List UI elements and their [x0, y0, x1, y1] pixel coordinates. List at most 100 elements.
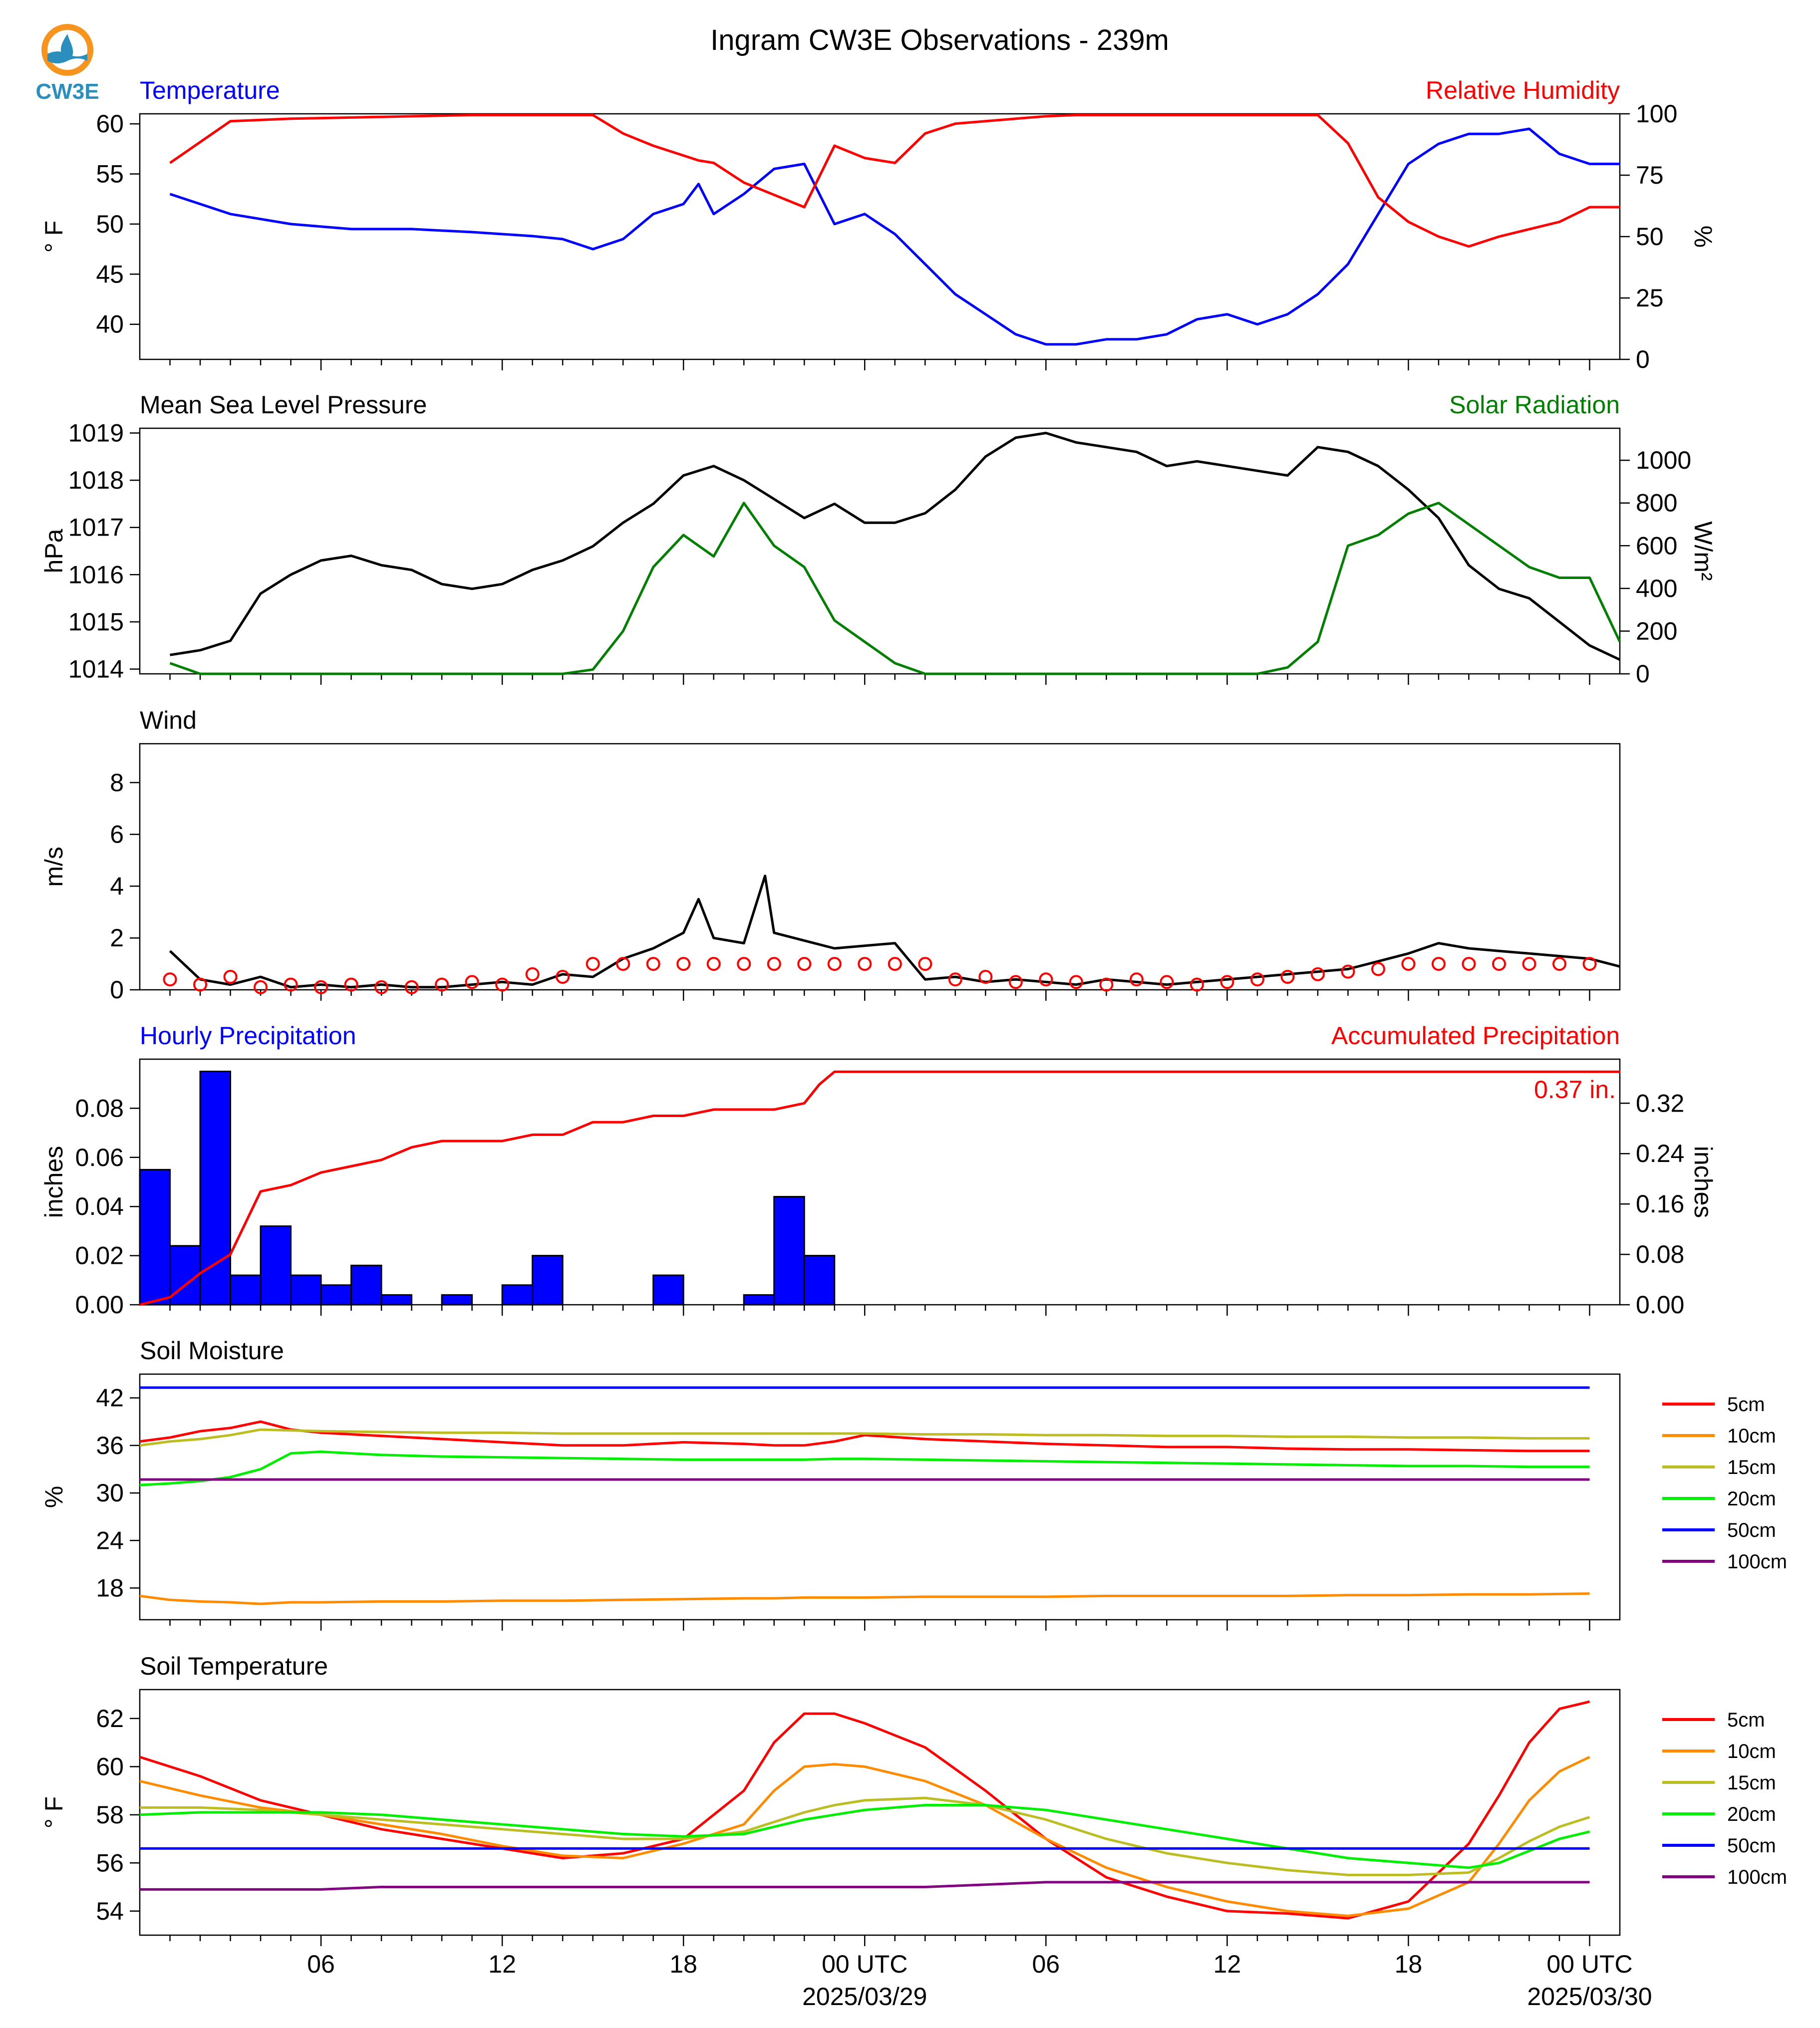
y-tick-label: 18 [96, 1574, 124, 1602]
legend-label-50cm: 50cm [1727, 1519, 1776, 1541]
y2-tick-label: 25 [1636, 284, 1664, 312]
wind-calm-marker [827, 957, 842, 971]
y-tick-label: 1019 [68, 419, 124, 447]
y2-tick-label: 200 [1636, 617, 1677, 645]
y-tick-label: 58 [96, 1801, 124, 1829]
series-relative-humidity [169, 114, 1620, 248]
wind-calm-marker [284, 977, 298, 992]
series-10cm [139, 1755, 1590, 1917]
legend-label-5cm: 5cm [1727, 1709, 1765, 1731]
series-20cm [139, 1804, 1590, 1869]
wind-calm-marker [858, 957, 872, 971]
precip-bar [501, 1284, 534, 1306]
x-tick-label: 12 [488, 1950, 516, 1978]
panel-5-frame [139, 1373, 1621, 1621]
y-tick-label: 0.00 [75, 1291, 124, 1319]
wind-calm-marker [1069, 975, 1083, 989]
y-tick-label: 1015 [68, 608, 124, 636]
series-5cm [139, 1420, 1590, 1452]
precip-bar [441, 1294, 473, 1306]
y-tick-label: 2 [110, 924, 124, 952]
y2-tick-label: 50 [1636, 223, 1664, 251]
series-wind [169, 874, 1620, 989]
series-15cm [139, 1428, 1590, 1447]
wind-calm-marker [948, 972, 962, 987]
wind-calm-marker [1099, 977, 1114, 992]
precip-bar [199, 1071, 232, 1306]
precip-bar [380, 1294, 413, 1306]
wind-calm-marker [978, 970, 993, 984]
x-tick-label: 06 [307, 1950, 335, 1978]
panel-4-right-label: Accumulated Precipitation [1331, 1022, 1620, 1050]
wind-calm-marker [1431, 957, 1446, 971]
y2-tick-label: 800 [1636, 489, 1677, 517]
wind-calm-marker [1492, 957, 1506, 971]
legend-label-100cm: 100cm [1727, 1866, 1787, 1888]
precip-bar [290, 1274, 322, 1306]
y-tick-label: 42 [96, 1384, 124, 1412]
y2-tick-label: 600 [1636, 532, 1677, 560]
legend-label-10cm: 10cm [1727, 1740, 1776, 1762]
wind-calm-marker [314, 980, 328, 994]
y2-tick-label: 0 [1636, 345, 1650, 373]
wind-calm-marker [1310, 967, 1325, 981]
y-tick-label: 4 [110, 872, 124, 900]
panel-2-right-label: Solar Radiation [1449, 391, 1620, 419]
x-tick-label: 18 [1395, 1950, 1423, 1978]
y2-tick-label: 100 [1636, 100, 1677, 128]
y-tick-label: 1018 [68, 466, 124, 494]
y-tick-label: 62 [96, 1705, 124, 1733]
series-100cm [140, 1881, 1590, 1891]
y-tick-label: 0.06 [75, 1144, 124, 1171]
wind-calm-marker [676, 957, 691, 971]
wind-calm-marker [1341, 964, 1355, 979]
y-tick-label: 0 [110, 976, 124, 1004]
y2-tick-label: 0.08 [1636, 1240, 1684, 1268]
y-tick-label: 6 [110, 821, 124, 849]
y-axis-label: hPa [40, 529, 68, 573]
wind-calm-marker [1039, 972, 1053, 987]
wind-calm-marker [1280, 970, 1295, 984]
wind-calm-marker [1462, 957, 1476, 971]
y-tick-label: 30 [96, 1479, 124, 1507]
y2-tick-label: 0.32 [1636, 1089, 1684, 1117]
y2-tick-label: 1000 [1636, 446, 1691, 474]
y-axis-label: m/s [40, 847, 68, 887]
panel-1-frame [139, 113, 1621, 360]
y-tick-label: 45 [96, 260, 124, 288]
wind-calm-marker [525, 967, 540, 981]
y-axis-label: % [40, 1486, 68, 1508]
y-tick-label: 60 [96, 110, 124, 138]
wind-calm-marker [1129, 972, 1144, 987]
wind-calm-marker [1371, 962, 1385, 976]
wind-calm-marker [374, 980, 389, 994]
y-tick-label: 0.02 [75, 1242, 124, 1270]
legend-label-20cm: 20cm [1727, 1803, 1776, 1825]
wind-calm-marker [404, 980, 419, 994]
x-tick-label: 12 [1213, 1950, 1241, 1978]
legend-label-50cm: 50cm [1727, 1835, 1776, 1857]
wind-calm-marker [1190, 977, 1204, 992]
panel-1-left-label: Temperature [140, 76, 280, 104]
panel-1-right-label: Relative Humidity [1426, 76, 1620, 104]
wind-calm-marker [767, 957, 781, 971]
series-temperature [169, 127, 1620, 346]
y-axis-label: ° F [40, 1796, 68, 1828]
x-tick-label: 00 UTC [822, 1950, 908, 1978]
x-tick-label: 00 UTC [1546, 1950, 1632, 1978]
y2-tick-label: 400 [1636, 575, 1677, 602]
logo-wave-icon [47, 51, 87, 63]
wind-calm-marker [1160, 975, 1174, 989]
wind-calm-marker [616, 957, 630, 971]
series-solar-radiation [169, 502, 1621, 675]
wind-calm-marker [254, 980, 268, 994]
x-date-label: 2025/03/30 [1527, 1983, 1652, 2011]
cw3e-logo: CW3E [30, 19, 105, 104]
y-tick-label: 0.08 [75, 1094, 124, 1122]
wind-calm-marker [223, 970, 238, 984]
y2-axis-label: inches [1689, 1146, 1717, 1218]
series-15cm [140, 1796, 1590, 1876]
figure-title: Ingram CW3E Observations - 239m [710, 24, 1169, 56]
y-tick-label: 56 [96, 1849, 124, 1877]
wind-calm-marker [586, 957, 600, 971]
